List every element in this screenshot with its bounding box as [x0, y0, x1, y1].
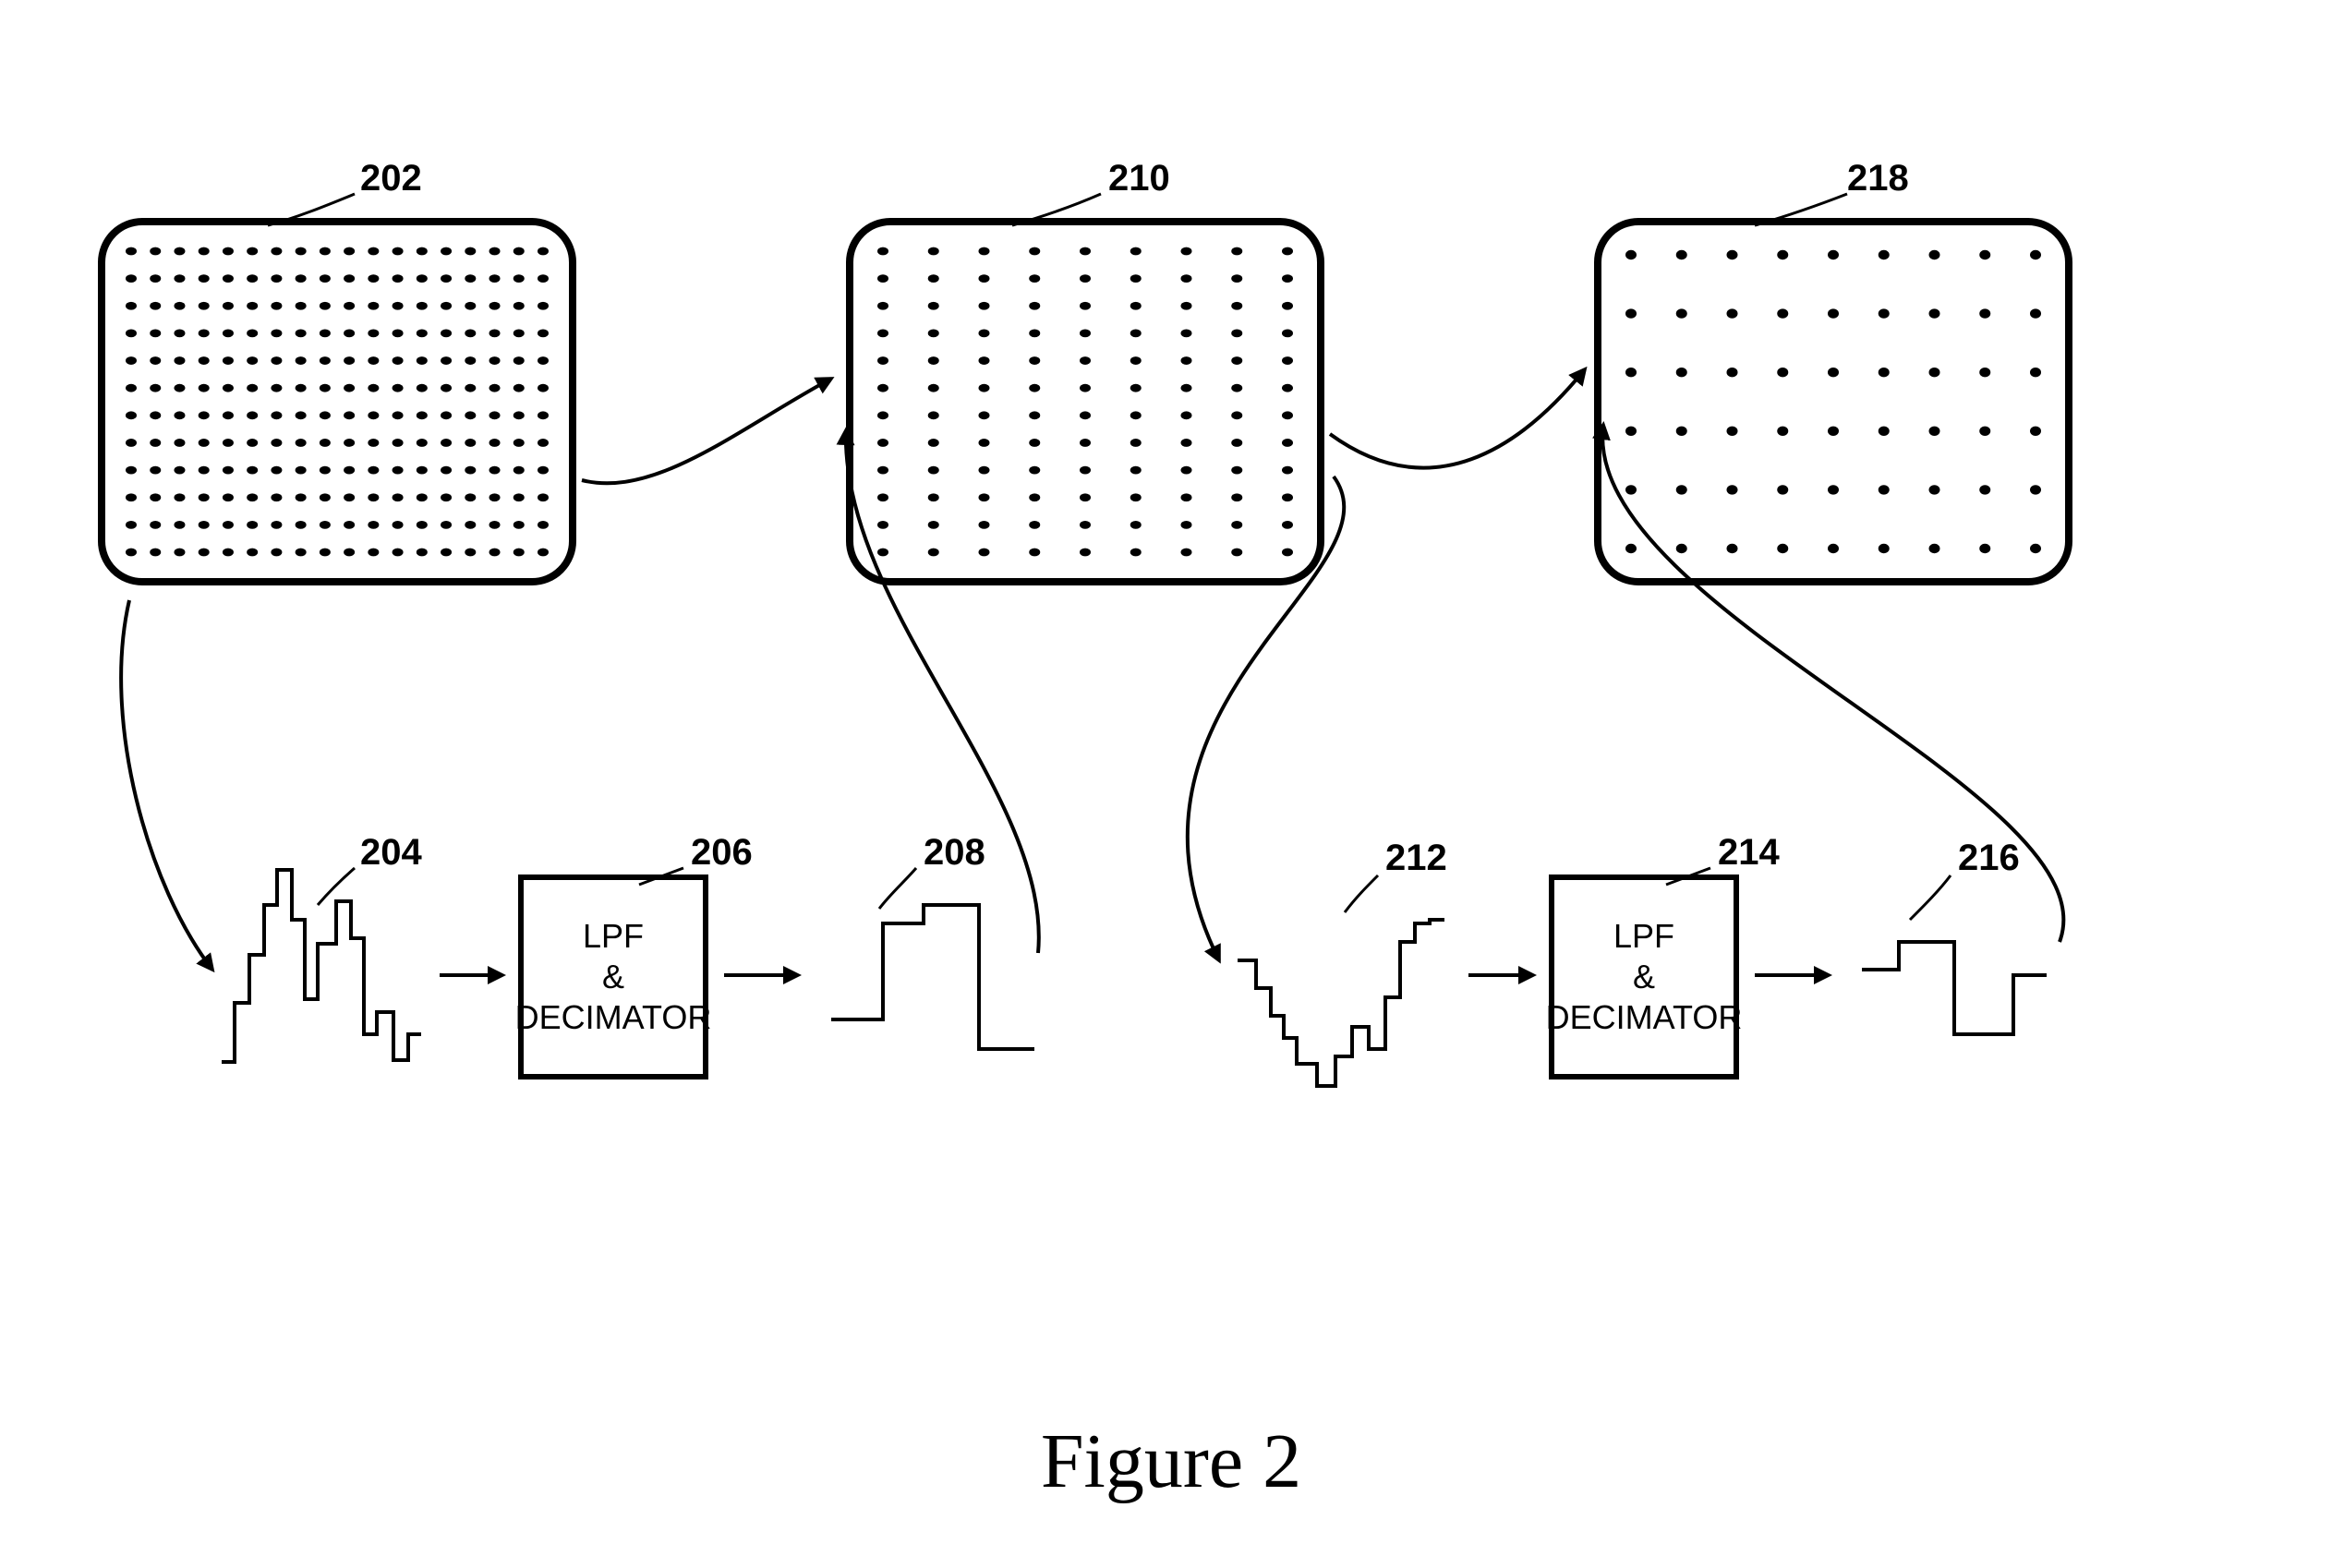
curve-210-218 [1330, 369, 1585, 468]
curve-202-204 [121, 600, 212, 970]
lead-212 [1345, 875, 1378, 912]
ref-218: 218 [1847, 158, 1909, 199]
panel-202 [102, 222, 573, 582]
ref-202: 202 [360, 158, 422, 199]
lpf-214-line-2: DECIMATOR [1546, 998, 1743, 1036]
ref-208: 208 [924, 832, 985, 873]
lpf-214-line-1: & [1633, 958, 1655, 995]
ref-212: 212 [1385, 838, 1447, 878]
ref-210: 210 [1108, 158, 1170, 199]
ref-204: 204 [360, 832, 422, 873]
lead-216 [1910, 875, 1951, 920]
lpf-206-line-1: & [602, 958, 624, 995]
lpf-206-line-2: DECIMATOR [515, 998, 712, 1036]
panel-210 [850, 222, 1321, 582]
wave-208 [831, 905, 1034, 1049]
ref-216: 216 [1958, 838, 2020, 878]
lpf-214: LPF&DECIMATOR [1546, 877, 1743, 1077]
lpf-206: LPF&DECIMATOR [515, 877, 712, 1077]
lpf-206-line-0: LPF [583, 917, 644, 955]
lpf-214-line-0: LPF [1613, 917, 1674, 955]
lead-208 [879, 868, 916, 909]
wave-216 [1862, 942, 2047, 1034]
curve-202-210 [582, 379, 831, 483]
ref-214: 214 [1718, 832, 1780, 873]
figure-caption: Figure 2 [1041, 1418, 1301, 1504]
ref-206: 206 [691, 832, 753, 873]
wave-212 [1238, 920, 1444, 1086]
panel-218 [1598, 222, 2069, 582]
curve-208-210 [846, 430, 1039, 953]
